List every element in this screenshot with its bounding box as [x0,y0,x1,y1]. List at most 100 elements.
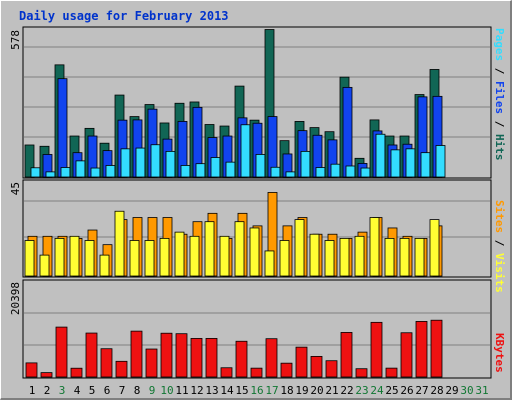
x-tick-label: 13 [205,384,218,397]
pages-bar-day-13 [210,157,221,178]
x-tick-label: 28 [430,384,443,397]
x-tick-label: 9 [149,384,156,397]
bar-marks [24,29,446,378]
pages-bar-day-3 [60,167,71,178]
pages-bar-day-24 [375,133,386,178]
x-tick-label: 1 [29,384,36,397]
kbytes-bar-day-27 [415,321,428,378]
sites-bar-day-16 [249,227,260,277]
sites-bar-day-27 [414,237,425,277]
legend-panel3: KBytes [493,333,506,373]
kbytes-bar-day-28 [430,319,443,378]
sites-bar-day-6 [99,254,110,277]
x-tick-labels: 1 2 3 4 5 6 7 8 9 10 11 12 13 14 15 16 17 18 19 20 21 22 23 24 2… [29,384,489,397]
files-bar-day-3 [57,78,68,178]
x-tick-label: 4 [74,384,81,397]
pages-bar-day-28 [435,145,446,178]
hits-bar-day-1 [24,144,35,178]
pages-bar-day-7 [120,148,131,178]
x-tick-label: 6 [104,384,111,397]
sites-bar-day-10 [159,237,170,277]
pages-bar-day-20 [315,167,326,178]
sites-bar-day-20 [309,233,320,277]
sites-bar-day-3 [54,237,65,277]
pages-bar-day-12 [195,163,206,178]
panel2-ymax-label: 45 [9,182,22,195]
x-tick-label: 10 [160,384,173,397]
x-tick-label: 24 [370,384,384,397]
kbytes-bar-day-12 [190,338,203,378]
pages-bar-day-17 [270,166,281,178]
x-tick-label: 7 [119,384,126,397]
kbytes-bar-day-3 [55,326,68,378]
legend-panel2: Sites / Visits [493,200,506,293]
kbytes-bar-day-1 [25,362,38,378]
x-tick-label: 16 [250,384,263,397]
kbytes-bar-day-8 [130,330,143,378]
chart-title: Daily usage for February 2013 [19,9,229,23]
kbytes-bar-day-24 [370,321,383,378]
x-tick-label: 14 [220,384,234,397]
legend-kbytes: KBytes [493,333,506,373]
x-tick-label: 17 [265,384,278,397]
x-tick-label: 11 [175,384,188,397]
pages-bar-day-19 [300,150,311,178]
sites-bar-day-7 [114,210,125,277]
pages-bar-day-9 [150,144,161,178]
sites-bar-day-5 [84,240,95,277]
pages-bar-day-2 [45,171,56,178]
x-tick-label: 27 [415,384,428,397]
sites-bar-day-4 [69,235,80,277]
pages-bar-day-15 [240,124,251,178]
sites-bar-day-11 [174,231,185,277]
pages-bar-day-5 [90,167,101,178]
pages-bar-day-10 [165,150,176,178]
x-tick-label: 3 [59,384,66,397]
sites-bar-day-12 [189,235,200,277]
kbytes-bar-day-2 [40,372,53,378]
legend-pages: Pages [493,28,506,61]
x-tick-label: 31 [475,384,488,397]
sites-bar-day-28 [429,219,440,277]
kbytes-bar-day-16 [250,367,263,378]
kbytes-bar-day-7 [115,360,128,378]
pages-bar-day-6 [105,165,116,178]
pages-bar-day-25 [390,149,401,178]
x-tick-label: 30 [460,384,473,397]
panel3-ymax-label: 20398 [9,282,22,315]
kbytes-bar-day-26 [400,332,413,378]
panel1-ymax-label: 578 [9,30,22,50]
sites-bar-day-21 [324,240,335,277]
pages-bar-day-1 [30,167,41,178]
x-tick-label: 26 [400,384,413,397]
pages-bar-day-8 [135,147,146,178]
sites-bar-day-17 [264,250,275,277]
x-tick-label: 15 [235,384,248,397]
pages-bar-day-14 [225,161,236,178]
x-tick-label: 20 [310,384,323,397]
legend-hits: Hits [493,134,506,161]
sites-bar-day-23 [354,235,365,277]
x-tick-label: 5 [89,384,96,397]
legend-panel1: Pages / Files / Hits [493,28,506,161]
kbytes-bar-day-18 [280,362,293,378]
kbytes-bar-day-19 [295,346,308,378]
x-tick-label: 29 [445,384,458,397]
sites-bar-day-9 [144,240,155,277]
sites-bar-day-14 [219,235,230,277]
pages-bar-day-11 [180,165,191,178]
pages-bar-day-22 [345,165,356,178]
x-tick-label: 21 [325,384,338,397]
pages-bar-day-21 [330,163,341,178]
x-tick-label: 8 [134,384,141,397]
kbytes-bar-day-15 [235,340,248,378]
sites-bar-day-22 [339,237,350,277]
sites-bar-day-13 [204,221,215,277]
sites-bar-day-26 [399,237,410,277]
kbytes-bar-day-25 [385,367,398,378]
x-tick-label: 2 [44,384,51,397]
pages-bar-day-16 [255,154,266,178]
kbytes-bar-day-20 [310,355,323,378]
kbytes-bar-day-5 [85,332,98,378]
